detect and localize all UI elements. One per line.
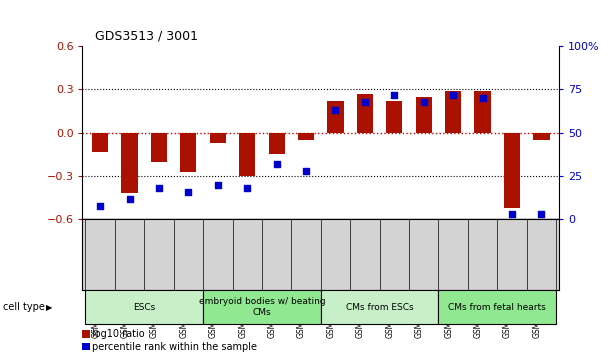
Text: percentile rank within the sample: percentile rank within the sample — [92, 342, 257, 352]
Text: log10 ratio: log10 ratio — [92, 329, 145, 339]
Bar — [327, 101, 343, 133]
Text: GDS3513 / 3001: GDS3513 / 3001 — [95, 29, 198, 42]
Point — [419, 99, 429, 104]
Point — [213, 182, 222, 188]
Bar — [475, 91, 491, 133]
Bar — [415, 97, 432, 133]
Point — [301, 168, 311, 174]
Point — [272, 161, 282, 167]
Bar — [445, 91, 461, 133]
Bar — [269, 133, 285, 154]
Point — [125, 196, 134, 201]
Text: ESCs: ESCs — [133, 303, 155, 312]
Text: CMs from fetal hearts: CMs from fetal hearts — [448, 303, 546, 312]
FancyBboxPatch shape — [203, 290, 321, 324]
Bar — [504, 133, 520, 208]
Point — [478, 95, 488, 101]
FancyBboxPatch shape — [86, 290, 203, 324]
Text: ▶: ▶ — [46, 303, 53, 312]
Point — [331, 107, 340, 113]
Bar — [298, 133, 314, 140]
Bar — [533, 133, 549, 140]
Bar — [122, 133, 137, 193]
FancyBboxPatch shape — [439, 290, 556, 324]
Bar — [92, 133, 108, 152]
Point — [389, 92, 399, 97]
Point — [507, 211, 517, 217]
Bar — [357, 94, 373, 133]
Text: CMs from ESCs: CMs from ESCs — [346, 303, 414, 312]
Point — [95, 203, 105, 209]
Point — [360, 99, 370, 104]
Bar — [151, 133, 167, 162]
Bar — [386, 101, 403, 133]
Point — [243, 185, 252, 191]
Bar — [210, 133, 226, 143]
FancyBboxPatch shape — [321, 290, 439, 324]
Point — [154, 185, 164, 191]
Bar — [180, 133, 197, 172]
Point — [448, 92, 458, 97]
Text: cell type: cell type — [3, 302, 45, 312]
Text: embryoid bodies w/ beating
CMs: embryoid bodies w/ beating CMs — [199, 297, 325, 317]
Bar — [239, 133, 255, 176]
Point — [536, 211, 546, 217]
Point — [183, 189, 193, 195]
